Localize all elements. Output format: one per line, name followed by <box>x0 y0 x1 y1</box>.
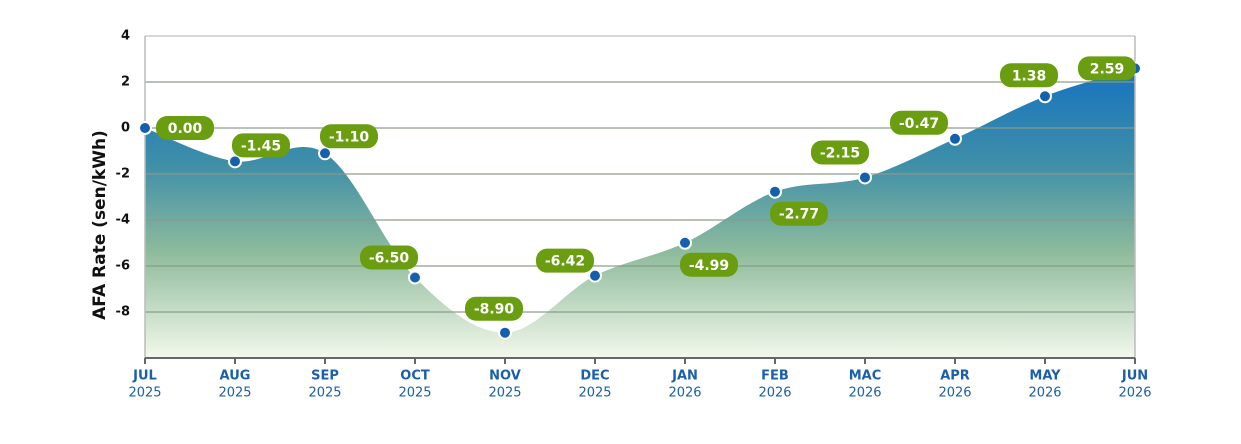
y-tick-label: 2 <box>121 75 130 90</box>
x-tick-label: JUL <box>132 369 157 384</box>
value-label-bg <box>232 133 290 158</box>
x-tick-year: 2025 <box>578 386 611 401</box>
x-tick-label: AUG <box>220 369 251 384</box>
y-tick-label: -4 <box>116 213 130 228</box>
value-label: -0.47 <box>899 116 939 132</box>
x-tick-year: 2025 <box>488 386 521 401</box>
x-tick-label: MAC <box>849 369 882 384</box>
x-tick-year: 2025 <box>128 386 161 401</box>
value-label-bg <box>890 110 948 135</box>
y-tick-label: -6 <box>116 259 130 274</box>
x-tick-year: 2026 <box>938 386 971 401</box>
y-tick-label: -2 <box>116 167 130 182</box>
data-point <box>768 184 782 199</box>
value-label: 2.59 <box>1090 61 1125 77</box>
data-point <box>228 154 242 169</box>
y-axis-label: AFA Rate (sen/kWh) <box>90 130 110 320</box>
x-tick-year: 2025 <box>308 386 341 401</box>
value-label-bg <box>680 252 738 277</box>
data-point <box>948 131 962 146</box>
value-label: 0.00 <box>168 121 203 137</box>
value-label: -6.50 <box>369 251 410 267</box>
x-tick-label: NOV <box>489 369 521 384</box>
x-tick-label: APR <box>940 369 970 384</box>
x-tick-label: OCT <box>400 369 430 384</box>
value-label-bg <box>536 248 594 273</box>
x-tick-year: 2026 <box>1028 386 1061 401</box>
x-tick-label: JUN <box>1121 369 1148 384</box>
x-tick-label: JAN <box>671 369 698 384</box>
value-label-bg <box>1078 56 1136 81</box>
value-label: -6.42 <box>545 254 585 270</box>
x-tick-label: DEC <box>580 369 609 384</box>
x-tick-year: 2025 <box>218 386 251 401</box>
value-label: -4.99 <box>689 258 729 274</box>
value-label-bg <box>1000 63 1058 88</box>
x-tick-year: 2026 <box>1118 386 1151 401</box>
y-tick-label: 4 <box>121 29 130 44</box>
data-point <box>678 235 692 250</box>
data-point <box>1038 89 1052 104</box>
y-tick-label: 0 <box>121 121 130 136</box>
x-tick-year: 2026 <box>668 386 701 401</box>
value-label-bg <box>320 124 378 149</box>
data-point <box>318 146 332 161</box>
value-label: 1.38 <box>1012 68 1047 84</box>
x-tick-label: FEB <box>761 369 789 384</box>
value-label-bg <box>465 296 523 321</box>
data-point <box>408 270 422 285</box>
x-tick-label: SEP <box>311 369 339 384</box>
x-tick-label: MAY <box>1029 369 1061 384</box>
data-point <box>858 170 872 185</box>
x-tick-year: 2026 <box>848 386 881 401</box>
data-point <box>498 325 512 340</box>
value-label-bg <box>811 140 869 165</box>
value-label: -1.10 <box>329 129 370 145</box>
value-label: -8.90 <box>474 302 515 318</box>
value-label-bg <box>770 201 828 226</box>
area <box>145 68 1135 359</box>
x-tick-year: 2025 <box>398 386 431 401</box>
x-tick-year: 2026 <box>758 386 791 401</box>
data-point <box>138 121 152 135</box>
value-label: -1.45 <box>241 138 281 154</box>
value-label: -2.77 <box>779 207 819 223</box>
value-label-bg <box>360 245 418 270</box>
value-label-bg <box>156 116 214 140</box>
value-label: -2.15 <box>820 145 860 161</box>
y-tick-label: -8 <box>116 305 130 320</box>
data-point <box>588 268 602 283</box>
